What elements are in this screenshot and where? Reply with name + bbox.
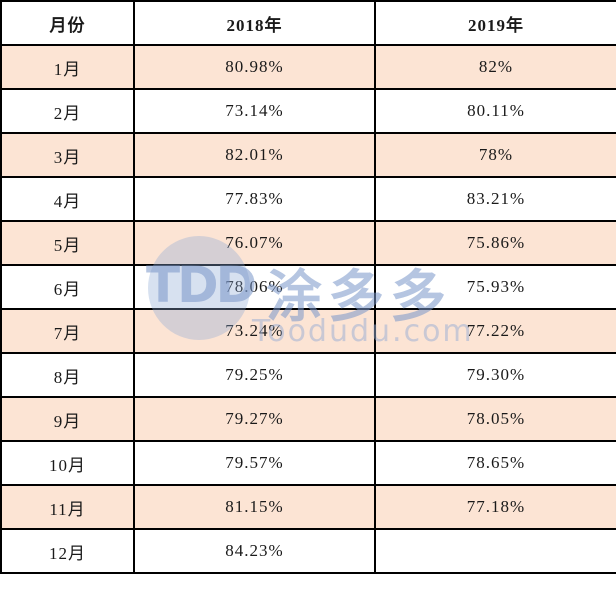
month-cell: 10月 (0, 440, 135, 486)
month-cell: 11月 (0, 484, 135, 530)
value-cell-2019: 78.65% (374, 440, 616, 486)
value-cell-2018: 79.57% (133, 440, 376, 486)
table-row: 5月 76.07% 75.86% (0, 220, 616, 266)
month-cell: 4月 (0, 176, 135, 222)
month-cell: 5月 (0, 220, 135, 266)
value-cell-2019: 79.30% (374, 352, 616, 398)
value-cell-2018: 73.24% (133, 308, 376, 354)
table-row: 10月 79.57% 78.65% (0, 440, 616, 486)
table-row: 12月 84.23% (0, 528, 616, 574)
value-cell-2019: 78.05% (374, 396, 616, 442)
value-cell-2019: 80.11% (374, 88, 616, 134)
month-cell: 8月 (0, 352, 135, 398)
value-cell-2019: 82% (374, 44, 616, 90)
column-header-2018: 2018年 (133, 0, 376, 46)
value-cell-2018: 78.06% (133, 264, 376, 310)
value-cell-2018: 81.15% (133, 484, 376, 530)
value-cell-2018: 77.83% (133, 176, 376, 222)
table-row: 11月 81.15% 77.18% (0, 484, 616, 530)
value-cell-2018: 82.01% (133, 132, 376, 178)
value-cell-2019: 83.21% (374, 176, 616, 222)
month-cell: 6月 (0, 264, 135, 310)
value-cell-2019: 78% (374, 132, 616, 178)
month-cell: 1月 (0, 44, 135, 90)
value-cell-2018: 76.07% (133, 220, 376, 266)
month-cell: 3月 (0, 132, 135, 178)
table-row: 8月 79.25% 79.30% (0, 352, 616, 398)
table-row: 9月 79.27% 78.05% (0, 396, 616, 442)
table-row: 1月 80.98% 82% (0, 44, 616, 90)
month-cell: 2月 (0, 88, 135, 134)
value-cell-2019: 75.93% (374, 264, 616, 310)
table-row: 2月 73.14% 80.11% (0, 88, 616, 134)
month-cell: 12月 (0, 528, 135, 574)
header-row: 月份 2018年 2019年 (0, 0, 616, 46)
table-row: 6月 78.06% 75.93% (0, 264, 616, 310)
value-cell-2018: 80.98% (133, 44, 376, 90)
value-cell-2019: 77.18% (374, 484, 616, 530)
value-cell-2018: 73.14% (133, 88, 376, 134)
table-row: 4月 77.83% 83.21% (0, 176, 616, 222)
column-header-month: 月份 (0, 0, 135, 46)
month-cell: 9月 (0, 396, 135, 442)
value-cell-2018: 79.25% (133, 352, 376, 398)
value-cell-2019: 77.22% (374, 308, 616, 354)
month-cell: 7月 (0, 308, 135, 354)
column-header-2019: 2019年 (374, 0, 616, 46)
table-row: 7月 73.24% 77.22% (0, 308, 616, 354)
value-cell-2018: 79.27% (133, 396, 376, 442)
value-cell-2019 (374, 528, 616, 574)
value-cell-2018: 84.23% (133, 528, 376, 574)
table-row: 3月 82.01% 78% (0, 132, 616, 178)
monthly-percentage-table: 月份 2018年 2019年 1月 80.98% 82% 2月 73.14% 80.11%… (0, 0, 616, 574)
value-cell-2019: 75.86% (374, 220, 616, 266)
